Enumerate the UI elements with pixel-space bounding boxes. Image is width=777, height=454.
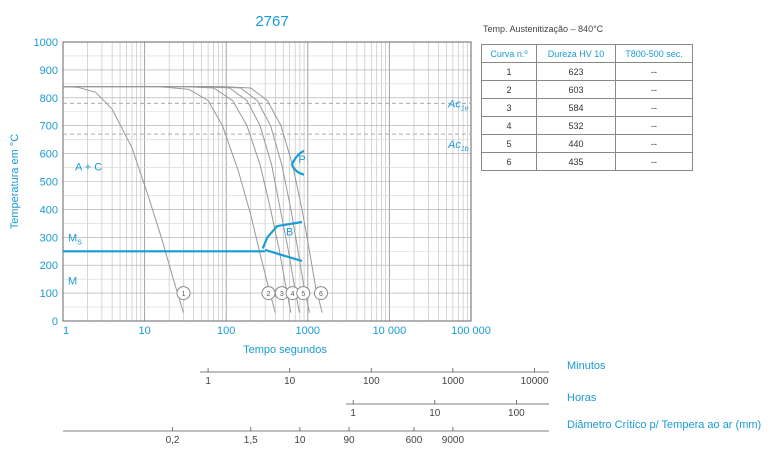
table-cell: 623 [536, 62, 616, 81]
scale-tick-label: 100 [508, 408, 525, 419]
reference-label-Ac1e: Ac1e [447, 98, 469, 112]
reference-label-sub: 1e [461, 105, 469, 112]
table-row: 2 603 -- [481, 80, 693, 99]
table-cell: 2 [481, 80, 537, 99]
table-header-row: Curva n.º Dureza HV 10 T800-500 sec. [481, 44, 693, 63]
scale-title: Minutos [567, 360, 606, 372]
table-cell: -- [615, 62, 693, 81]
pearlite-nose [290, 149, 305, 176]
cooling-curve-2 [63, 86, 276, 313]
y-tick-label: 300 [40, 232, 58, 244]
y-tick-label: 400 [40, 204, 58, 216]
table-cell: 532 [536, 116, 616, 135]
scale-tick-label: 90 [343, 435, 355, 446]
y-tick-label: 900 [40, 65, 58, 77]
table-row: 3 584 -- [481, 98, 693, 117]
scale-tick-label: 1 [350, 408, 356, 419]
curve-marker-1 [176, 286, 191, 301]
scale-tick-label: 100 [363, 376, 380, 387]
curve-marker-6 [313, 286, 328, 301]
region-label-pearlite: P [298, 154, 305, 166]
y-tick-label: 500 [40, 177, 58, 189]
table-cell: 584 [536, 98, 616, 117]
table-cell: -- [615, 116, 693, 135]
table-cell: 440 [536, 134, 616, 153]
y-axis-label: Temperatura em °C [9, 134, 21, 230]
x-tick-label: 1000 [296, 325, 320, 337]
x-tick-label: 10 [138, 325, 150, 337]
table-row: 4 532 -- [481, 116, 693, 135]
cooling-curve-1 [62, 86, 184, 313]
table-cell: 1 [481, 62, 537, 81]
scale-tick-label: 10 [429, 408, 441, 419]
x-tick-label: 1 [63, 325, 69, 337]
scale-tick-label: 10 [294, 435, 306, 446]
y-tick-label: 0 [52, 316, 58, 328]
region-label-martensite: M [68, 276, 77, 288]
scale-tick-label: 1000 [442, 376, 465, 387]
curve-marker-5 [296, 286, 311, 301]
table-cell: -- [615, 80, 693, 99]
cooling-curve-5 [63, 86, 310, 313]
y-tick-label: 200 [40, 260, 58, 272]
region-label-ms-sub: S [77, 239, 82, 246]
curve-marker-label: 4 [291, 291, 295, 298]
table-cell: 6 [481, 152, 537, 171]
table-header-cell: T800-500 sec. [615, 44, 693, 63]
table-header-cell: Dureza HV 10 [536, 44, 616, 63]
x-tick-label: 100 000 [451, 325, 491, 337]
table-cell: -- [615, 134, 693, 153]
y-tick-label: 100 [40, 288, 58, 300]
scale-tick-label: 0,2 [166, 435, 180, 446]
table-cell: 4 [481, 116, 537, 135]
x-axis-label: Tempo segundos [243, 344, 327, 356]
table-title: Temp. Austenitização – 840°C [483, 24, 604, 34]
reference-label-Ac1b: Ac1b [447, 139, 469, 153]
y-tick-label: 800 [40, 93, 58, 105]
y-tick-label: 1000 [34, 37, 58, 49]
region-label-bainite: B [286, 227, 293, 239]
cooling-curve-3 [63, 86, 292, 313]
scale-title: Horas [567, 392, 597, 404]
scale-tick-label: 1 [205, 376, 211, 387]
table-cell: 5 [481, 134, 537, 153]
scale-tick-label: 600 [406, 435, 423, 446]
scale-tick-label: 9000 [442, 435, 465, 446]
table-row: 6 435 -- [481, 152, 693, 171]
table-row: 1 623 -- [481, 62, 693, 81]
y-tick-label: 600 [40, 149, 58, 161]
table-cell: 435 [536, 152, 616, 171]
x-tick-label: 100 [217, 325, 235, 337]
scale-tick-label: 10 [284, 376, 296, 387]
table-cell: -- [615, 152, 693, 171]
table-cell: 603 [536, 80, 616, 99]
scale-tick-label: 10000 [521, 376, 549, 387]
chart-title: 2767 [255, 13, 288, 30]
curve-marker-label: 6 [319, 291, 323, 298]
cooling-curve-6 [63, 86, 323, 313]
reference-label-sub: 1b [461, 146, 469, 153]
region-label-austenite-carbide: A + C [75, 161, 102, 173]
curve-marker-label: 1 [182, 291, 186, 298]
region-label-ms: MS [68, 232, 82, 246]
curve-marker-label: 3 [280, 291, 284, 298]
cooling-curve-4 [63, 86, 300, 313]
scale-title: Diâmetro Crítico p/ Tempera ao ar (mm) [567, 419, 761, 431]
plot-frame [62, 41, 472, 322]
table-cell: 3 [481, 98, 537, 117]
curve-marker-label: 2 [267, 291, 271, 298]
x-tick-label: 10 000 [373, 325, 407, 337]
scale-tick-label: 1,5 [244, 435, 258, 446]
curve-marker-label: 5 [301, 291, 305, 298]
bainite-start [261, 220, 303, 249]
table-header-cell: Curva n.º [481, 44, 537, 63]
table-row: 5 440 -- [481, 134, 693, 153]
bainite-finish [264, 248, 303, 263]
properties-table: Curva n.º Dureza HV 10 T800-500 sec. 1 623-… [481, 44, 693, 171]
table-body: 1 623 -- 2 603 -- 3 584 -- 4 532 -- 5 440 -- 6 435 -- [481, 62, 693, 171]
y-tick-label: 700 [40, 121, 58, 133]
table-cell: -- [615, 98, 693, 117]
